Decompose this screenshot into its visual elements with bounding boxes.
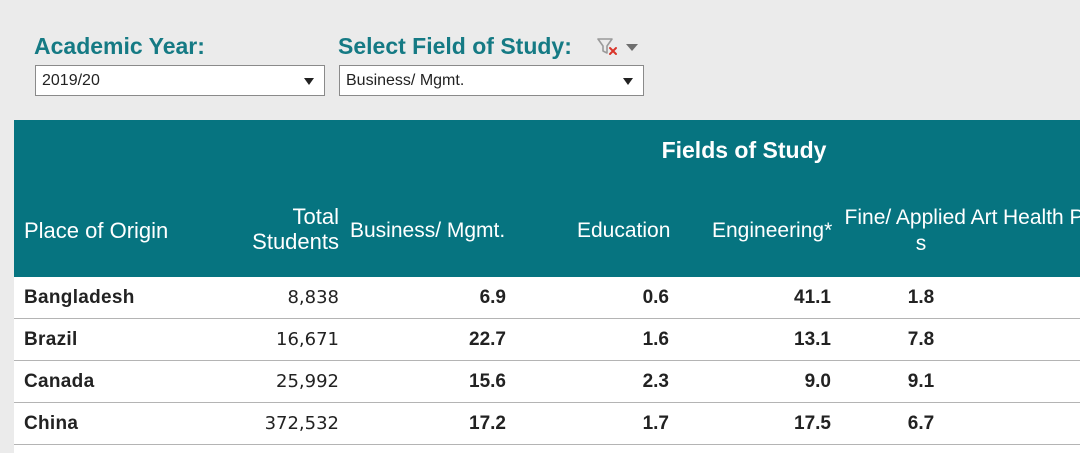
cell-engineering: 9.0 bbox=[804, 371, 831, 392]
table-row: Canada 25,992 15.6 2.3 9.0 9.1 bbox=[14, 361, 1080, 403]
cell-origin: China bbox=[24, 413, 79, 434]
data-table: Fields of Study Place of Origin Total St… bbox=[14, 120, 1080, 453]
cell-origin: Canada bbox=[24, 371, 95, 392]
fields-of-study-header: Fields of Study bbox=[661, 137, 827, 163]
cell-fine-arts: 6.7 bbox=[907, 413, 935, 434]
cell-total: 8,838 bbox=[287, 287, 339, 308]
cell-engineering: 17.5 bbox=[794, 413, 831, 434]
caret-down-icon[interactable] bbox=[625, 42, 639, 52]
cell-origin: Bangladesh bbox=[24, 287, 135, 308]
cell-education: 1.7 bbox=[642, 413, 669, 434]
col-header-education[interactable]: Education bbox=[577, 219, 671, 242]
cell-business: 15.6 bbox=[469, 371, 506, 392]
cell-education: 1.6 bbox=[642, 329, 669, 350]
cell-business: 22.7 bbox=[469, 329, 506, 350]
cell-education: 2.3 bbox=[642, 371, 669, 392]
cell-engineering: 13.1 bbox=[794, 329, 831, 350]
col-header-business[interactable]: Business/ Mgmt. bbox=[350, 219, 506, 242]
col-header-fine-arts-line1: Fine/ Applied Art bbox=[844, 206, 998, 229]
cell-fine-arts: 1.8 bbox=[907, 287, 935, 308]
chevron-down-icon bbox=[304, 78, 314, 85]
table-row: Brazil 16,671 22.7 1.6 13.1 7.8 bbox=[14, 319, 1080, 361]
table-row: Bangladesh 8,838 6.9 0.6 41.1 1.8 bbox=[14, 277, 1080, 319]
col-header-total[interactable]: Total Students bbox=[214, 204, 339, 254]
cell-engineering: 41.1 bbox=[794, 287, 831, 308]
field-of-study-value: Business/ Mgmt. bbox=[346, 71, 465, 89]
cell-education: 0.6 bbox=[642, 287, 669, 308]
col-header-fine-arts-line2: s bbox=[915, 232, 927, 255]
academic-year-value: 2019/20 bbox=[42, 71, 100, 89]
cell-total: 372,532 bbox=[264, 413, 339, 434]
cell-total: 25,992 bbox=[276, 371, 339, 392]
cell-business: 17.2 bbox=[469, 413, 506, 434]
col-header-health[interactable]: Health P bbox=[1003, 206, 1080, 229]
field-of-study-tools bbox=[597, 37, 639, 57]
table-row-partial bbox=[14, 445, 1080, 453]
cell-fine-arts: 9.1 bbox=[907, 371, 935, 392]
academic-year-dropdown[interactable]: 2019/20 bbox=[35, 65, 325, 96]
table-header: Fields of Study Place of Origin Total St… bbox=[14, 120, 1080, 277]
col-header-engineering[interactable]: Engineering* bbox=[712, 219, 833, 242]
cell-business: 6.9 bbox=[479, 287, 506, 308]
field-of-study-label: Select Field of Study: bbox=[338, 33, 572, 59]
filter-clear-icon[interactable] bbox=[597, 37, 619, 57]
cell-fine-arts: 7.8 bbox=[907, 329, 935, 350]
field-of-study-dropdown[interactable]: Business/ Mgmt. bbox=[339, 65, 644, 96]
col-header-total-line1: Total bbox=[292, 204, 339, 229]
col-header-fine-arts[interactable]: Fine/ Applied Art s bbox=[841, 205, 1001, 257]
cell-total: 16,671 bbox=[276, 329, 339, 350]
table-row: China 372,532 17.2 1.7 17.5 6.7 bbox=[14, 403, 1080, 445]
chevron-down-icon bbox=[623, 78, 633, 85]
academic-year-label: Academic Year: bbox=[34, 33, 205, 59]
col-header-total-line2: Students bbox=[252, 229, 339, 254]
cell-origin: Brazil bbox=[24, 329, 78, 350]
col-header-origin[interactable]: Place of Origin bbox=[24, 217, 169, 243]
